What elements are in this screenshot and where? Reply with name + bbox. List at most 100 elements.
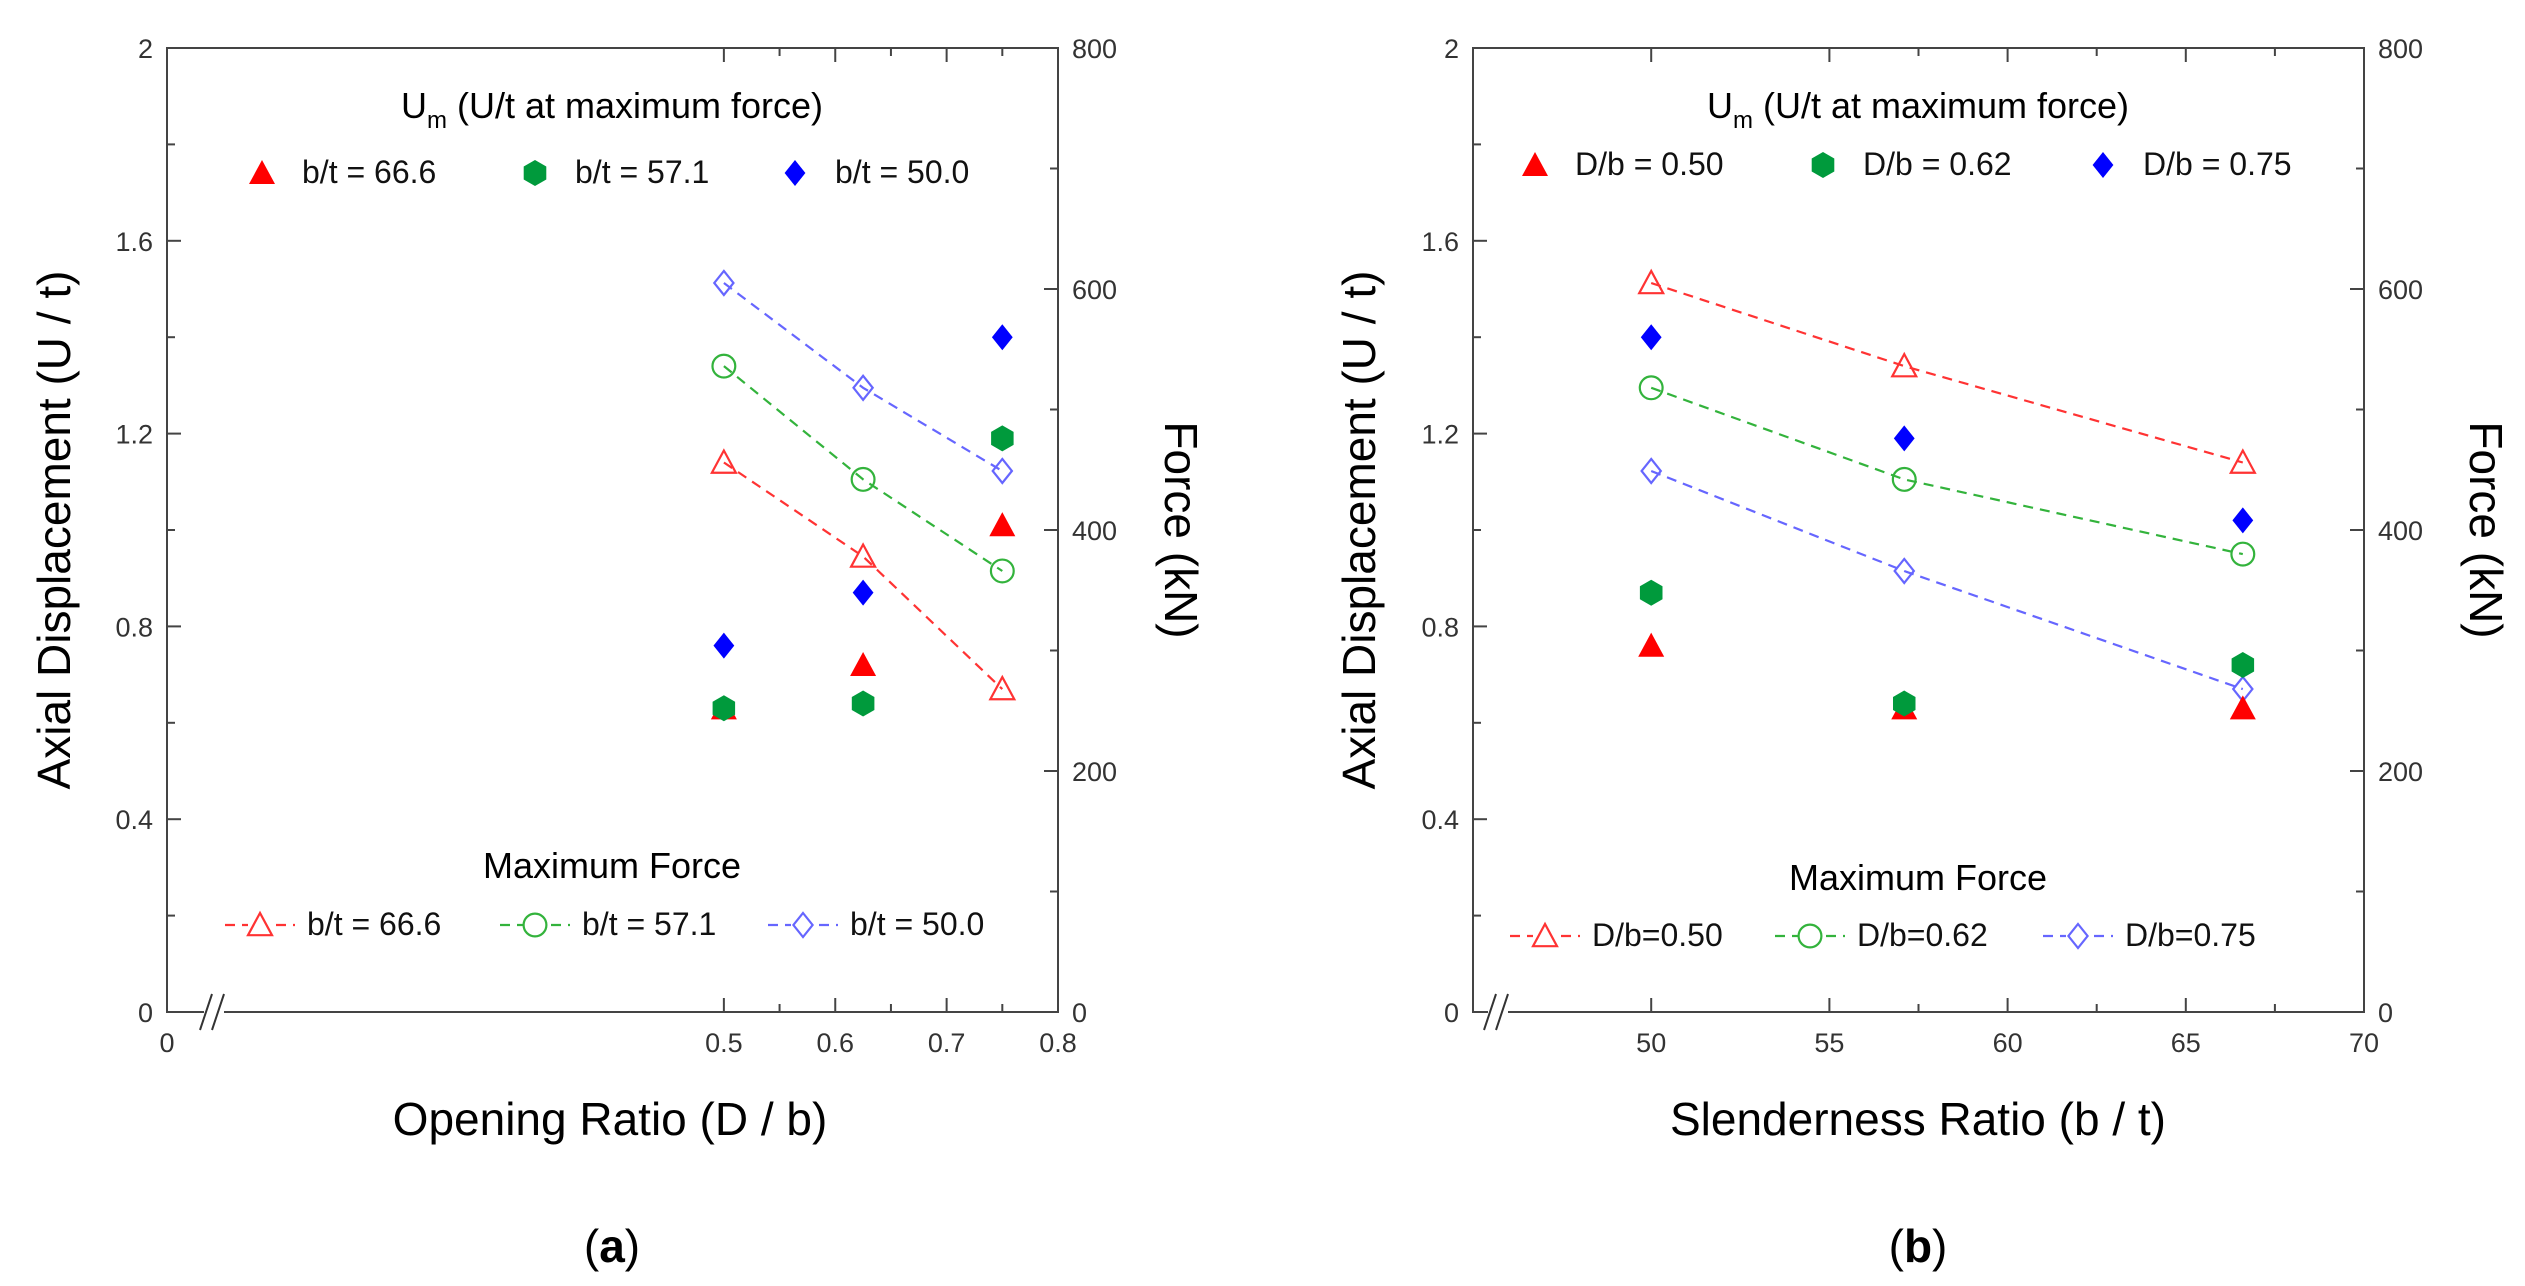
x-tick-label: 65 bbox=[2171, 1028, 2201, 1058]
force-fit-line bbox=[723, 282, 1003, 472]
x-tick-label: 55 bbox=[1814, 1028, 1844, 1058]
displacement-marker bbox=[851, 690, 875, 717]
panel-a: 0 0.5 0.6 0.7 0.800.40.81.21.620200400600800… bbox=[28, 34, 1207, 1272]
legend-marker bbox=[784, 160, 806, 186]
y-axis-label-right-a: Force (kN) bbox=[1155, 421, 1207, 638]
legend-top-title-b: Um (U/t at maximum force) bbox=[1707, 85, 2129, 134]
force-fit-line bbox=[1650, 386, 2244, 556]
legend-bottom-title-a: Maximum Force bbox=[483, 845, 741, 886]
legend-marker bbox=[523, 160, 547, 186]
legend-label: D/b = 0.75 bbox=[2143, 146, 2292, 182]
legend-top-item: b/t = 66.6 bbox=[249, 154, 436, 190]
displacement-marker bbox=[850, 651, 877, 677]
legend-top-item: D/b = 0.62 bbox=[1811, 146, 2012, 182]
legend-label: b/t = 50.0 bbox=[850, 906, 984, 942]
legend-marker bbox=[791, 911, 815, 939]
displacement-marker bbox=[1639, 579, 1663, 606]
displacement-marker bbox=[1893, 690, 1916, 717]
x-tick-label: 0.6 bbox=[816, 1028, 854, 1058]
x-tick-label: 60 bbox=[1993, 1028, 2023, 1058]
y-right-tick-label: 800 bbox=[2378, 34, 2423, 64]
y-left-tick-label: 0.8 bbox=[1421, 612, 1459, 642]
displacement-marker bbox=[852, 579, 874, 606]
legend-top-item: b/t = 50.0 bbox=[784, 154, 969, 190]
legend-top-title-main-b: U bbox=[1707, 85, 1733, 126]
displacement-marker bbox=[2232, 507, 2254, 534]
y-axis-label-left-a: Axial Displacement (U / t) bbox=[28, 271, 80, 790]
x-tick-label: 0.8 bbox=[1039, 1028, 1077, 1058]
legend-marker bbox=[246, 910, 274, 937]
force-marker bbox=[710, 448, 738, 474]
force-marker bbox=[991, 457, 1014, 485]
force-marker bbox=[849, 542, 877, 568]
force-marker bbox=[988, 674, 1017, 701]
displacement-marker bbox=[1640, 324, 1662, 351]
legend-marker bbox=[1797, 923, 1823, 949]
legend-label: D/b = 0.50 bbox=[1575, 146, 1724, 182]
x-axis-label-a: Opening Ratio (D / b) bbox=[393, 1093, 828, 1145]
legend-label: b/t = 50.0 bbox=[835, 154, 969, 190]
x-tick-label: 0.7 bbox=[928, 1028, 966, 1058]
legend-bottom-item: b/t = 50.0 bbox=[768, 906, 984, 942]
x-tick-label: 50 bbox=[1636, 1028, 1666, 1058]
force-fit-line bbox=[723, 365, 1003, 572]
legend-marker bbox=[2066, 922, 2090, 950]
force-marker bbox=[850, 466, 876, 492]
displacement-marker bbox=[991, 324, 1013, 351]
legend-marker bbox=[2092, 152, 2114, 178]
y-left-tick-label: 0 bbox=[1444, 998, 1459, 1028]
y-left-tick-label: 2 bbox=[1444, 34, 1459, 64]
legend-top-title-sub-a: m bbox=[427, 107, 447, 134]
legend-bottom-item: D/b=0.62 bbox=[1775, 917, 1988, 953]
force-fit-line bbox=[1650, 469, 2244, 691]
legend-bottom-item: D/b=0.75 bbox=[2043, 917, 2256, 953]
y-left-tick-label: 1.6 bbox=[1421, 227, 1459, 257]
legend-label: D/b=0.50 bbox=[1592, 917, 1723, 953]
displacement-marker bbox=[2229, 695, 2256, 720]
force-marker bbox=[1640, 457, 1663, 485]
displacement-marker bbox=[712, 695, 736, 722]
force-marker bbox=[711, 353, 737, 379]
force-marker bbox=[1893, 557, 1916, 585]
y-right-tick-label: 800 bbox=[1072, 34, 1117, 64]
legend-top-title-rest-b: (U/t at maximum force) bbox=[1753, 85, 2129, 126]
legend-marker bbox=[522, 912, 548, 938]
y-left-tick-label: 0 bbox=[138, 998, 153, 1028]
displacement-marker bbox=[989, 512, 1016, 537]
y-right-tick-label: 0 bbox=[2378, 998, 2393, 1028]
legend-bottom-title-b: Maximum Force bbox=[1789, 857, 2047, 898]
legend-top-title-a: Um (U/t at maximum force) bbox=[401, 85, 823, 134]
panel-label-b: (b) bbox=[1889, 1220, 1948, 1272]
y-left-tick-label: 1.2 bbox=[1421, 420, 1459, 450]
legend-bottom-item: D/b=0.50 bbox=[1510, 917, 1723, 953]
displacement-marker bbox=[713, 632, 735, 659]
y-right-tick-label: 200 bbox=[1072, 757, 1117, 787]
axis-break-mark bbox=[199, 993, 225, 1031]
force-marker bbox=[1890, 351, 1919, 378]
legend-top-title-sub-b: m bbox=[1733, 107, 1753, 134]
legend-label: b/t = 66.6 bbox=[302, 154, 436, 190]
legend-bottom-item: b/t = 57.1 bbox=[500, 906, 716, 942]
displacement-marker bbox=[1893, 425, 1915, 452]
legend-marker bbox=[249, 160, 275, 185]
force-marker bbox=[852, 374, 875, 402]
force-marker bbox=[1637, 268, 1666, 295]
legend-top-item: b/t = 57.1 bbox=[523, 154, 709, 190]
panel-label-a-letter: a bbox=[599, 1220, 625, 1272]
y-right-tick-label: 200 bbox=[2378, 757, 2423, 787]
x-tick-label: 70 bbox=[2349, 1028, 2379, 1058]
legend-label: b/t = 57.1 bbox=[575, 154, 709, 190]
force-marker bbox=[1891, 466, 1917, 492]
legend-top-title-rest-a: (U/t at maximum force) bbox=[447, 85, 823, 126]
y-left-tick-label: 0.4 bbox=[1421, 805, 1459, 835]
legend-marker bbox=[1522, 152, 1548, 177]
panel-label-a: (a) bbox=[584, 1220, 640, 1272]
x-tick-label: 0.5 bbox=[705, 1028, 743, 1058]
legend-marker bbox=[1811, 152, 1835, 178]
force-marker bbox=[1638, 375, 1664, 401]
y-right-tick-label: 600 bbox=[1072, 275, 1117, 305]
legend-label: D/b = 0.62 bbox=[1863, 146, 2012, 182]
y-left-tick-label: 2 bbox=[138, 34, 153, 64]
displacement-marker bbox=[1638, 632, 1665, 657]
